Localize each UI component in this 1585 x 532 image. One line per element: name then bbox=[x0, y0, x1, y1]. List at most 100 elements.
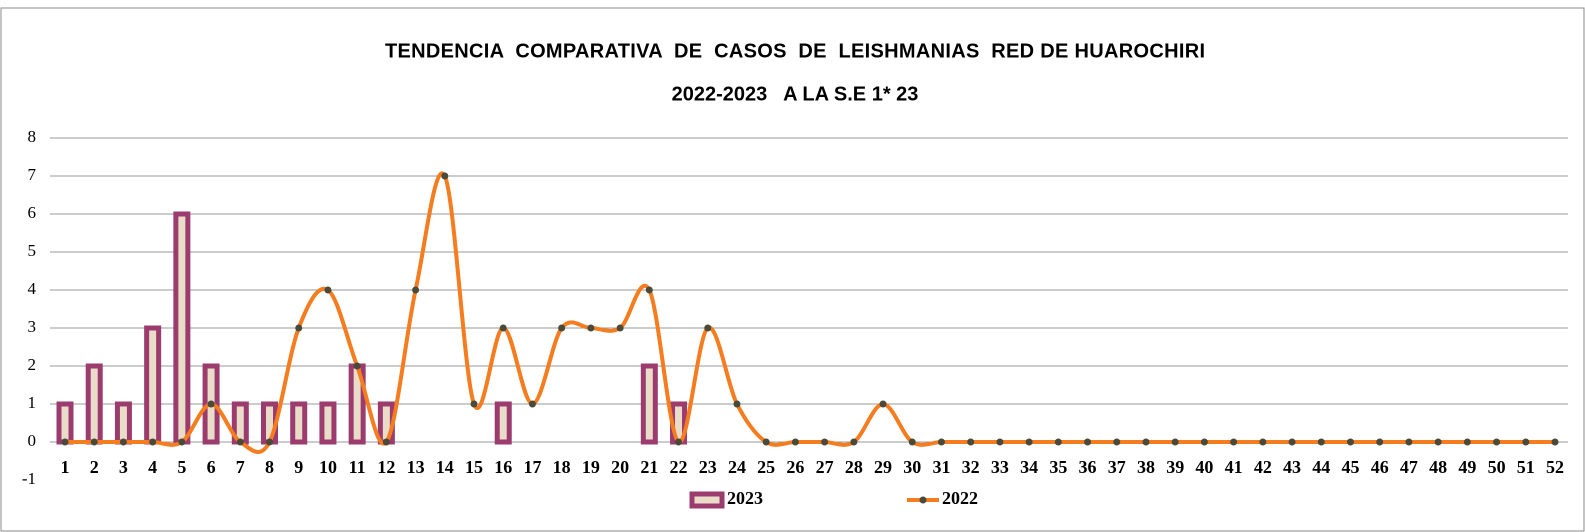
marker bbox=[791, 438, 799, 446]
x-tick-label: 28 bbox=[845, 457, 863, 477]
x-tick-label: 35 bbox=[1049, 457, 1067, 477]
x-tick-label: 4 bbox=[148, 457, 157, 477]
marker bbox=[1317, 438, 1325, 446]
marker bbox=[119, 438, 127, 446]
marker bbox=[61, 438, 69, 446]
marker bbox=[704, 324, 712, 332]
x-tick-label: 29 bbox=[874, 457, 892, 477]
marker bbox=[1025, 438, 1033, 446]
marker bbox=[937, 438, 945, 446]
x-tick-label: 49 bbox=[1458, 457, 1476, 477]
x-tick-label: 6 bbox=[207, 457, 216, 477]
bar bbox=[56, 401, 74, 445]
marker bbox=[616, 324, 624, 332]
x-tick-label: 26 bbox=[786, 457, 804, 477]
x-tick-label: 16 bbox=[494, 457, 512, 477]
legend-label: 2022 bbox=[942, 488, 978, 508]
marker bbox=[1551, 438, 1559, 446]
x-tick-label: 19 bbox=[582, 457, 600, 477]
x-tick-label: 5 bbox=[177, 457, 186, 477]
marker bbox=[1084, 438, 1092, 446]
x-tick-label: 14 bbox=[436, 457, 454, 477]
marker bbox=[967, 438, 975, 446]
x-tick-label: 10 bbox=[319, 457, 337, 477]
legend-label: 2023 bbox=[727, 488, 763, 508]
marker bbox=[996, 438, 1004, 446]
marker bbox=[1346, 438, 1354, 446]
marker bbox=[470, 400, 478, 408]
marker bbox=[266, 438, 274, 446]
y-tick-label: -1 bbox=[22, 469, 36, 488]
marker bbox=[236, 438, 244, 446]
y-tick-label: 1 bbox=[28, 393, 37, 412]
marker bbox=[1171, 438, 1179, 446]
bar bbox=[144, 325, 162, 445]
x-tick-label: 32 bbox=[962, 457, 980, 477]
x-tick-label: 52 bbox=[1546, 457, 1564, 477]
marker bbox=[1259, 438, 1267, 446]
y-tick-label: 7 bbox=[28, 165, 37, 184]
marker bbox=[324, 286, 332, 294]
x-tick-label: 9 bbox=[294, 457, 303, 477]
marker bbox=[908, 438, 916, 446]
x-tick-label: 15 bbox=[465, 457, 483, 477]
marker bbox=[762, 438, 770, 446]
x-tick-label: 39 bbox=[1166, 457, 1184, 477]
x-tick-label: 38 bbox=[1137, 457, 1155, 477]
x-tick-label: 40 bbox=[1195, 457, 1213, 477]
x-tick-label: 42 bbox=[1254, 457, 1272, 477]
legend-marker bbox=[919, 496, 927, 504]
marker bbox=[441, 172, 449, 180]
x-tick-label: 30 bbox=[903, 457, 921, 477]
x-tick-label: 33 bbox=[991, 457, 1009, 477]
x-tick-label: 47 bbox=[1400, 457, 1418, 477]
y-tick-label: 2 bbox=[28, 355, 37, 374]
marker bbox=[528, 400, 536, 408]
bar bbox=[640, 363, 658, 445]
marker bbox=[1376, 438, 1384, 446]
marker bbox=[1054, 438, 1062, 446]
marker bbox=[207, 400, 215, 408]
x-tick-label: 48 bbox=[1429, 457, 1447, 477]
marker bbox=[645, 286, 653, 294]
marker bbox=[1113, 438, 1121, 446]
marker bbox=[850, 438, 858, 446]
marker bbox=[733, 400, 741, 408]
marker bbox=[587, 324, 595, 332]
x-tick-label: 51 bbox=[1517, 457, 1535, 477]
x-tick-label: 21 bbox=[640, 457, 658, 477]
marker bbox=[1463, 438, 1471, 446]
marker bbox=[1522, 438, 1530, 446]
marker bbox=[879, 400, 887, 408]
marker bbox=[353, 362, 361, 370]
chart-title: TENDENCIA COMPARATIVA DE CASOS DE LEISHM… bbox=[385, 40, 1205, 62]
x-tick-label: 12 bbox=[377, 457, 395, 477]
legend-swatch bbox=[689, 491, 725, 509]
marker bbox=[1493, 438, 1501, 446]
x-tick-label: 41 bbox=[1225, 457, 1243, 477]
x-tick-label: 24 bbox=[728, 457, 746, 477]
x-tick-label: 17 bbox=[523, 457, 541, 477]
x-tick-label: 22 bbox=[670, 457, 688, 477]
x-tick-label: 7 bbox=[236, 457, 245, 477]
x-tick-label: 45 bbox=[1341, 457, 1359, 477]
bar bbox=[85, 363, 103, 445]
y-tick-label: 4 bbox=[28, 279, 37, 298]
x-tick-label: 23 bbox=[699, 457, 717, 477]
y-tick-label: 6 bbox=[28, 203, 37, 222]
marker bbox=[1288, 438, 1296, 446]
x-tick-label: 25 bbox=[757, 457, 775, 477]
x-tick-label: 43 bbox=[1283, 457, 1301, 477]
marker bbox=[178, 438, 186, 446]
x-tick-label: 3 bbox=[119, 457, 128, 477]
marker bbox=[295, 324, 303, 332]
x-tick-label: 46 bbox=[1371, 457, 1389, 477]
x-tick-label: 34 bbox=[1020, 457, 1038, 477]
x-tick-label: 13 bbox=[407, 457, 425, 477]
x-tick-label: 37 bbox=[1108, 457, 1126, 477]
marker bbox=[1405, 438, 1413, 446]
x-tick-label: 8 bbox=[265, 457, 274, 477]
y-tick-label: 3 bbox=[28, 317, 37, 336]
marker bbox=[1200, 438, 1208, 446]
